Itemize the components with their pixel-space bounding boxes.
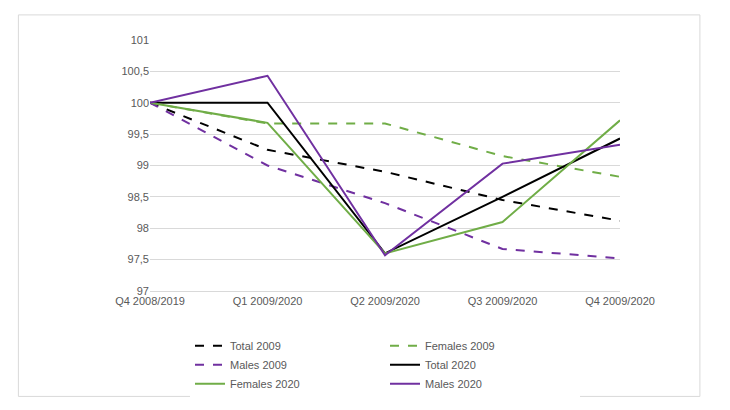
svg-text:98: 98 [137,222,149,234]
svg-text:Q4 2008/2019: Q4 2008/2019 [115,295,185,307]
svg-text:Total 2020: Total 2020 [425,359,476,371]
svg-text:101: 101 [131,34,149,46]
svg-text:Total 2009: Total 2009 [230,340,281,352]
svg-text:Males 2020: Males 2020 [425,378,482,390]
svg-text:Q2 2009/2020: Q2 2009/2020 [350,295,420,307]
svg-text:99: 99 [137,159,149,171]
svg-text:97,5: 97,5 [128,253,149,265]
svg-text:Females 2009: Females 2009 [425,340,495,352]
svg-text:Q4 2009/2020: Q4 2009/2020 [585,295,655,307]
svg-text:Q3 2009/2020: Q3 2009/2020 [468,295,538,307]
svg-text:100,5: 100,5 [121,65,149,77]
svg-text:Q1 2009/2020: Q1 2009/2020 [233,295,303,307]
svg-text:Females 2020: Females 2020 [230,378,300,390]
svg-text:Males 2009: Males 2009 [230,359,287,371]
svg-text:99,5: 99,5 [128,128,149,140]
svg-text:98,5: 98,5 [128,191,149,203]
svg-text:100: 100 [131,97,149,109]
svg-text:97: 97 [137,285,149,297]
